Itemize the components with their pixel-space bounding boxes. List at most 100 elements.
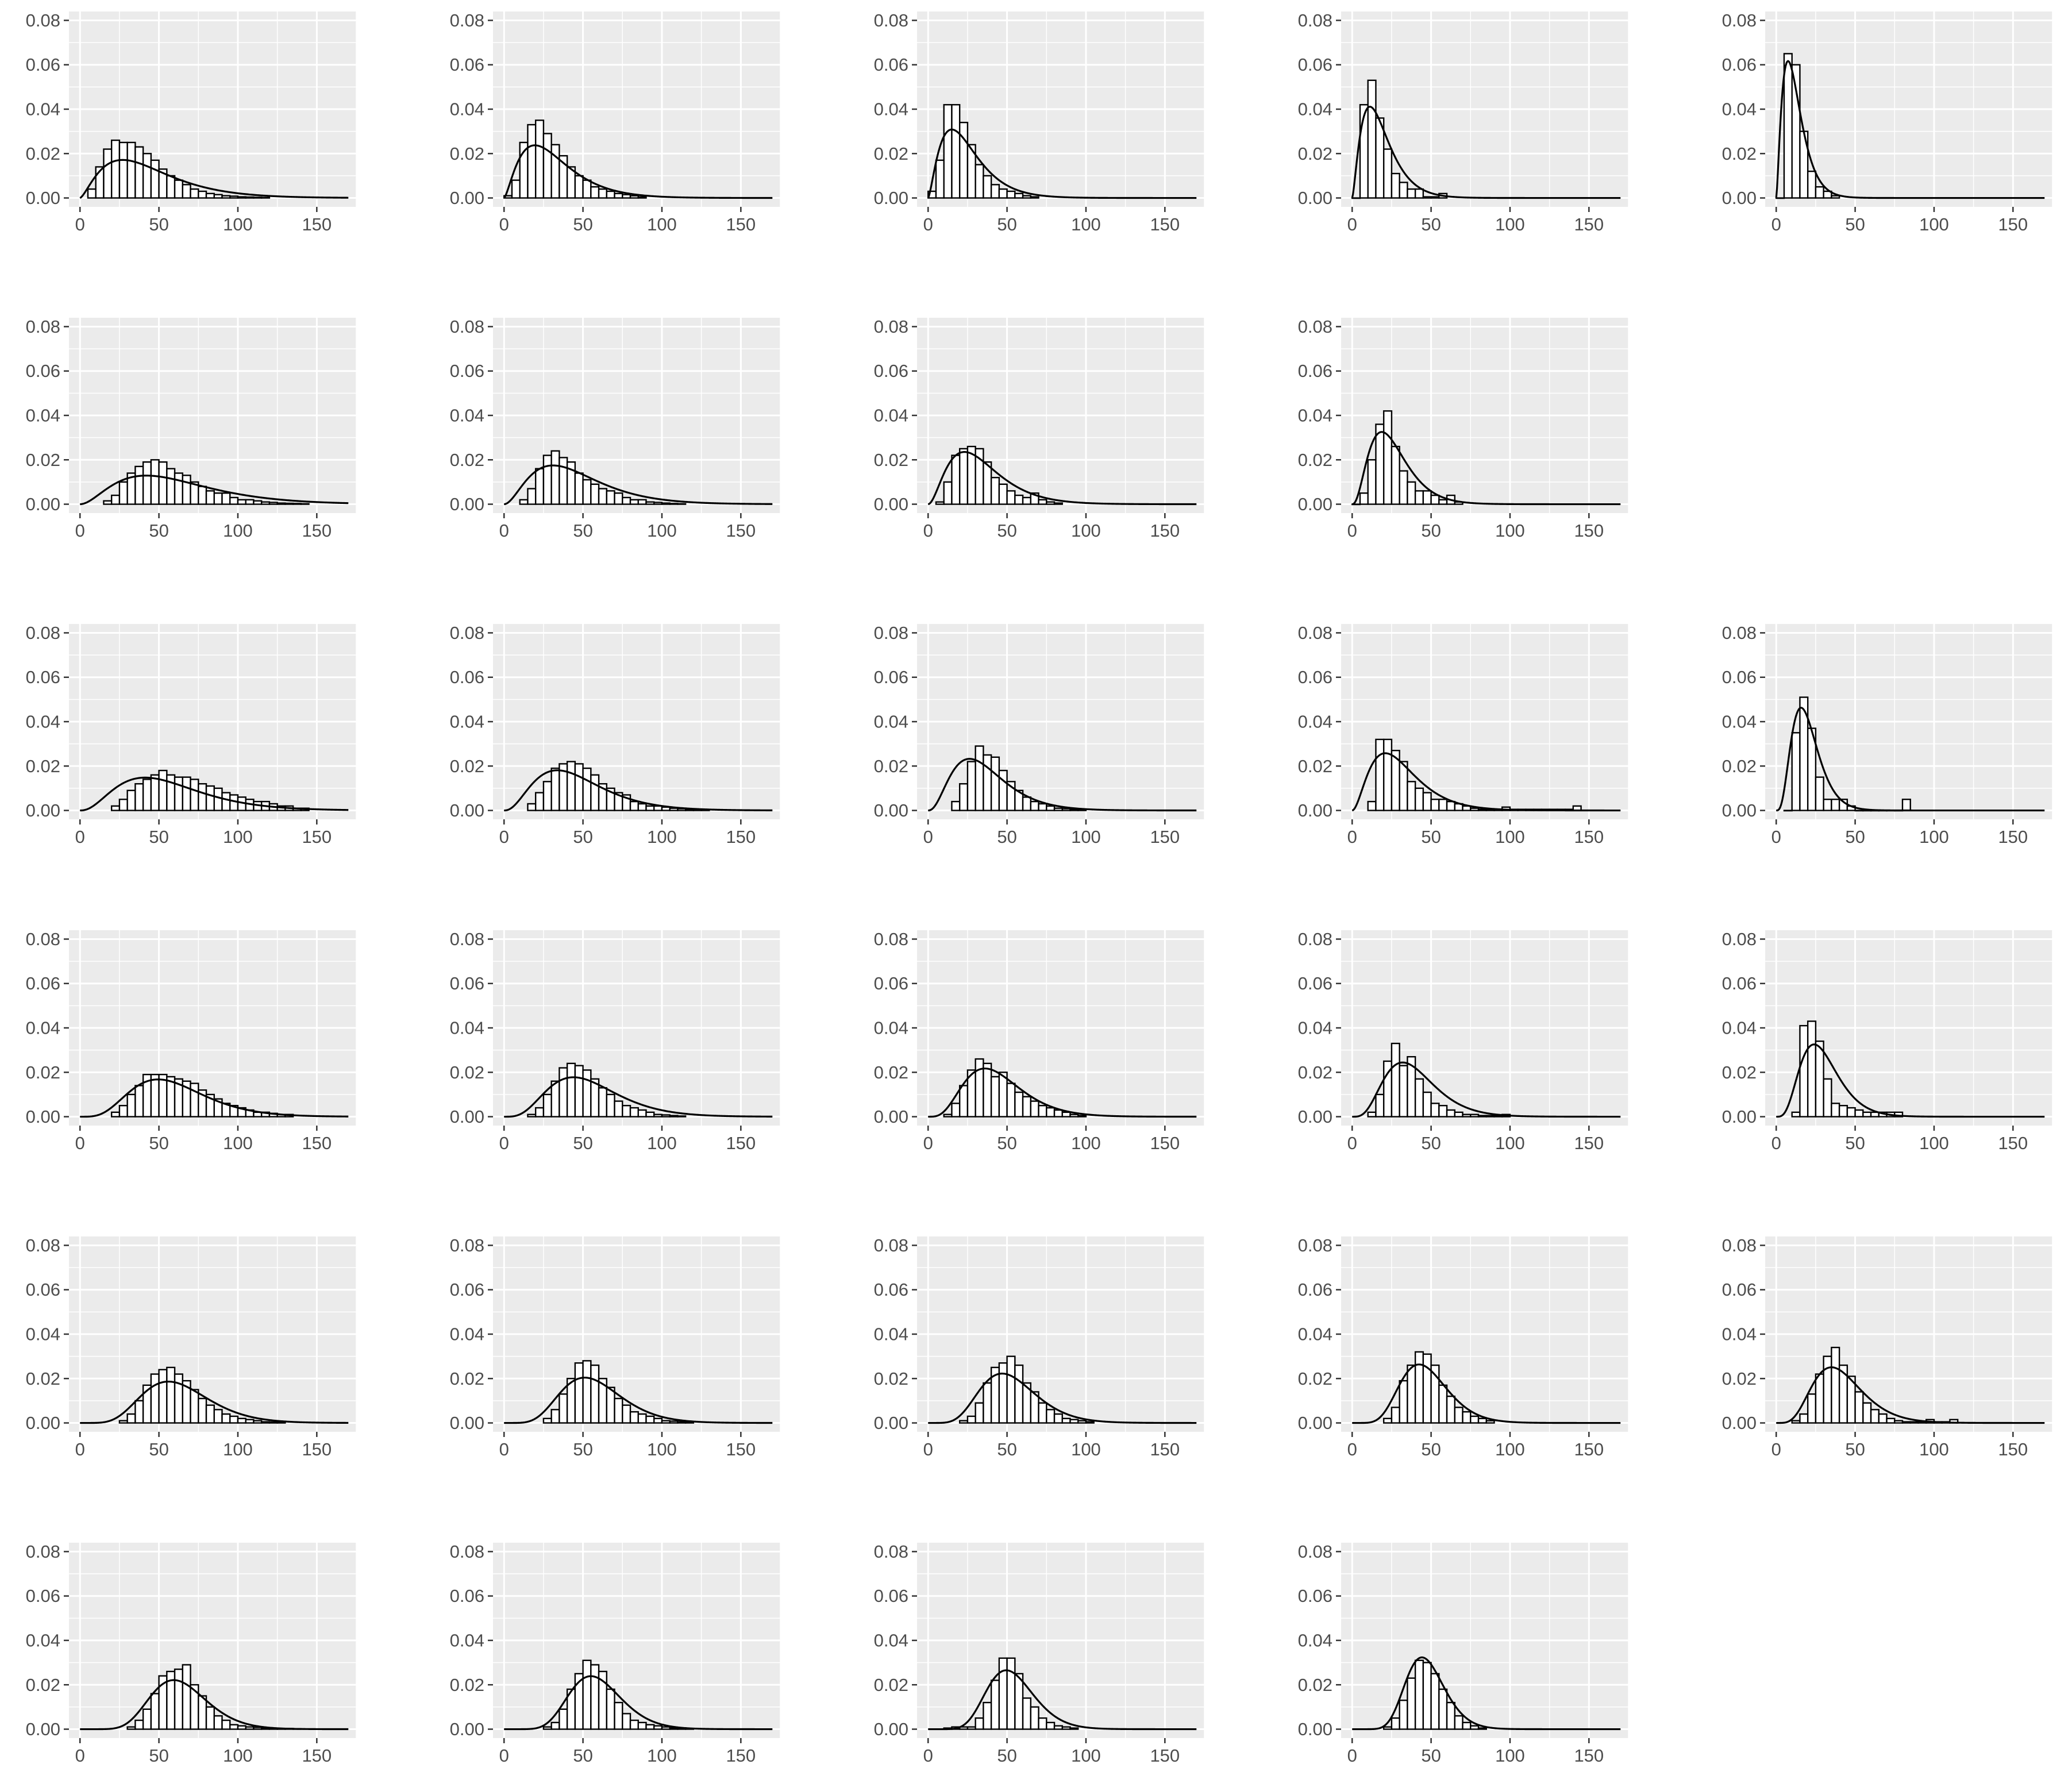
histogram-bar [1878,1413,1888,1424]
histogram-bar [582,1659,592,1730]
x-tick-label: 0 [499,1133,509,1153]
x-tick-label: 100 [647,827,677,847]
x-tick-label: 150 [1150,827,1180,847]
histogram-bar [527,124,537,199]
histogram-bar [629,800,639,811]
histogram-bar [1470,807,1480,811]
x-tick-label: 50 [149,1439,168,1459]
x-tick-label: 150 [726,827,756,847]
histogram-panel: 0.00 0.02 0.04 0.06 0.08 0 50 100 150 [874,317,1205,541]
y-tick-label: 0.00 [1722,1413,1757,1433]
histogram-bar [1006,1657,1016,1730]
y-tick-label: 0.04 [450,1324,484,1344]
histogram-bar [1414,787,1424,811]
density-curve [80,776,349,812]
histogram-bar [606,1386,615,1424]
density-curve [928,1068,1197,1118]
x-tick-label: 150 [302,521,332,541]
y-tick-label: 0.08 [1722,1235,1757,1255]
y-tick-label: 0.08 [1722,623,1757,643]
histogram-bar [1422,1662,1432,1730]
histogram-bar [1477,1417,1487,1424]
x-tick-label: 150 [1574,1746,1604,1766]
x-tick-label: 150 [302,1746,332,1766]
histogram-bar [190,188,199,199]
histogram-panel: 0.00 0.02 0.04 0.06 0.08 0 50 100 150 [1722,623,2053,847]
x-tick-label: 100 [1919,1133,1949,1153]
density-curve [1352,1061,1621,1118]
histogram-bar [134,465,144,505]
histogram-bar [205,1706,215,1730]
density-curve [1351,752,1621,812]
histogram-bar [550,1721,560,1730]
histogram-bar [1477,1115,1487,1118]
y-tick-label: 0.06 [450,361,484,381]
histogram-bar [951,800,961,811]
histogram-bar [1038,1717,1047,1730]
histogram-bar [158,1369,168,1424]
y-tick-label: 0.06 [1298,361,1332,381]
histogram-bar [511,179,521,199]
y-tick-label: 0.02 [874,1062,908,1082]
histogram-bar [142,153,152,199]
y-tick-label: 0.00 [450,1107,484,1127]
histogram-bar [661,1726,671,1730]
histogram-bar [1053,1413,1063,1424]
histogram-bar [1382,148,1393,199]
histogram-bar [958,1420,969,1424]
histogram-bar [142,779,152,811]
x-tick-label: 50 [573,827,592,847]
y-tick-label: 0.04 [450,406,484,426]
histogram-bar [574,175,584,199]
x-tick-label: 100 [1071,1439,1101,1459]
x-tick-label: 0 [75,1439,85,1459]
histogram-bar [1359,492,1369,505]
y-tick-label: 0.06 [874,361,908,381]
histogram-bar [684,1421,695,1424]
y-tick-label: 0.00 [450,800,484,820]
histogram-bar [983,754,992,811]
histogram-bar [1053,1725,1063,1730]
y-tick-label: 0.00 [874,1107,908,1127]
y-tick-label: 0.00 [1298,1413,1332,1433]
x-tick-label: 0 [1347,1746,1357,1766]
histogram-bar [1831,1103,1840,1118]
histogram-bar [550,767,560,811]
histogram-bar [126,141,136,199]
x-tick-label: 50 [149,214,168,234]
histogram-bar [990,756,1000,811]
histogram-bar [542,1726,552,1730]
histogram-bar [669,1727,679,1730]
x-tick-label: 100 [1495,1133,1525,1153]
histogram-bar [1815,1373,1824,1424]
histogram-bar [622,1713,631,1730]
x-tick-label: 0 [1771,827,1781,847]
histogram-bar [245,499,255,505]
y-tick-label: 0.08 [1722,10,1757,30]
histogram-bar [1046,805,1056,811]
x-tick-label: 0 [75,521,85,541]
y-tick-label: 0.00 [1722,188,1757,208]
histogram-bar [998,1657,1008,1730]
histogram-bar [590,186,600,199]
histogram-bar [229,1724,239,1730]
y-tick-label: 0.02 [450,1369,484,1389]
histogram-bar [1006,1082,1016,1118]
histogram-bar [1030,1100,1039,1118]
y-tick-label: 0.08 [450,317,484,337]
y-tick-label: 0.08 [874,1542,908,1562]
density-curve [504,1675,773,1731]
histogram-panel: 0.00 0.02 0.04 0.06 0.08 0 50 100 150 [874,623,1205,847]
histogram-bar [1485,1115,1495,1118]
histogram-bar [661,1420,671,1424]
x-tick-label: 0 [923,1746,933,1766]
histogram-bar [559,1393,568,1424]
histogram-bar [1006,190,1016,199]
x-tick-label: 150 [302,1439,332,1459]
histogram-bar [1422,1353,1432,1424]
histogram-bar [1807,1020,1817,1118]
histogram-bar [126,1413,136,1424]
x-tick-label: 100 [647,1133,677,1153]
x-tick-label: 100 [647,521,677,541]
histogram-bar [1791,732,1801,811]
